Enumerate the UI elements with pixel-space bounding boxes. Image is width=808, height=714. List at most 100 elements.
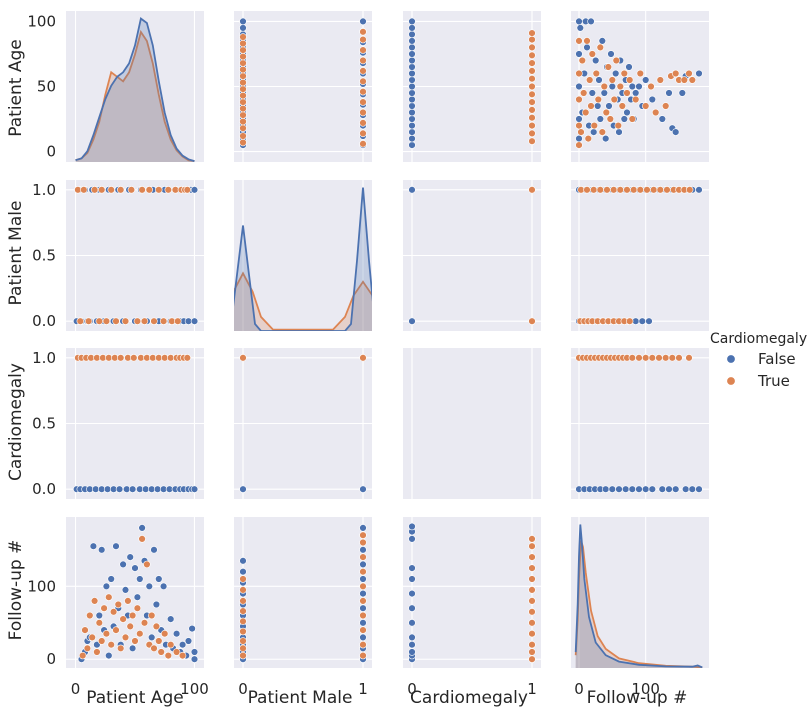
- scatter-point-true: [641, 102, 650, 110]
- y-tick-label: 0: [46, 650, 56, 668]
- scatter-point-false: [681, 485, 690, 493]
- scatter-point-true: [159, 317, 168, 325]
- scatter-point-false: [190, 485, 199, 493]
- scatter-point-true: [95, 619, 104, 627]
- scatter-point-false: [589, 128, 598, 136]
- scatter-point-false: [408, 317, 416, 325]
- scatter-point-true: [148, 611, 156, 620]
- scatter-point-true: [239, 586, 247, 594]
- scatter-point-false: [178, 640, 187, 649]
- scatter-point-true: [167, 640, 175, 649]
- scatter-point-false: [408, 564, 416, 572]
- scatter-point-true: [121, 317, 130, 325]
- scatter-point-true: [575, 37, 583, 45]
- scatter-point-true: [80, 186, 88, 194]
- scatter-point-false: [155, 575, 163, 583]
- scatter-point-true: [614, 121, 622, 130]
- scatter-point-true: [631, 95, 640, 104]
- kde-fill-true: [234, 273, 372, 331]
- scatter-point-false: [150, 546, 158, 554]
- scatter-point-true: [359, 354, 367, 362]
- scatter-point-true: [127, 186, 136, 194]
- scatter-point-true: [97, 186, 106, 194]
- scatter-point-true: [636, 69, 644, 78]
- scatter-point-false: [239, 567, 247, 576]
- scatter-point-false: [408, 17, 416, 26]
- scatter-point-true: [119, 615, 127, 623]
- y-tick-label: 0.0: [32, 480, 56, 498]
- x-tick-label: 1: [358, 680, 368, 698]
- scatter-point-false: [112, 542, 120, 550]
- y-tick-label: 0.5: [32, 247, 56, 265]
- scatter-point-true: [239, 72, 247, 80]
- scatter-point-true: [116, 644, 125, 652]
- scatter-point-true: [359, 597, 367, 605]
- legend-marker-true: [726, 376, 736, 386]
- scatter-point-true: [528, 535, 536, 543]
- y-tick-label: 50: [37, 78, 56, 96]
- scatter-point-false: [408, 69, 416, 78]
- scatter-point-true: [675, 354, 683, 362]
- scatter-point-true: [528, 67, 536, 75]
- scatter-point-true: [359, 640, 367, 649]
- scatter-point-true: [90, 597, 99, 605]
- scatter-point-false: [595, 76, 603, 84]
- scatter-point-true: [602, 108, 610, 117]
- scatter-point-true: [685, 354, 693, 362]
- scatter-point-true: [239, 91, 247, 100]
- scatter-point-true: [359, 582, 367, 590]
- scatter-point-true: [359, 651, 367, 660]
- panel-patient-male-vs-cardiomegaly: [403, 180, 541, 331]
- scatter-point-true: [528, 575, 536, 583]
- scatter-point-true: [528, 586, 536, 594]
- scatter-point-false: [133, 593, 142, 601]
- x-axis-label-patient-age: Patient Age: [86, 688, 183, 708]
- scatter-point-true: [581, 108, 590, 117]
- scatter-point-false: [188, 624, 196, 633]
- scatter-point-true: [628, 354, 636, 362]
- scatter-point-true: [239, 651, 247, 660]
- x-tick-label: 0: [71, 680, 81, 698]
- scatter-point-false: [623, 108, 631, 117]
- scatter-point-false: [359, 17, 367, 26]
- x-tick-label: 0: [574, 680, 584, 698]
- scatter-point-true: [625, 76, 634, 84]
- scatter-point-false: [239, 17, 247, 26]
- y-axis-label-patient-age: Patient Age: [6, 39, 26, 136]
- scatter-point-true: [661, 102, 670, 110]
- scatter-point-true: [598, 128, 606, 136]
- scatter-point-false: [408, 95, 416, 104]
- scatter-point-false: [671, 128, 680, 136]
- scatter-point-false: [89, 542, 98, 550]
- scatter-point-true: [620, 69, 628, 78]
- scatter-point-true: [359, 35, 367, 44]
- scatter-point-true: [95, 317, 104, 325]
- legend-marker-false: [726, 354, 736, 364]
- kde-fill-true: [575, 540, 703, 668]
- scatter-point-true: [359, 119, 367, 127]
- scatter-point-true: [359, 28, 367, 36]
- scatter-point-true: [138, 186, 146, 194]
- scatter-point-true: [121, 633, 130, 642]
- scatter-point-true: [647, 82, 655, 91]
- scatter-point-true: [578, 56, 586, 65]
- scatter-point-false: [408, 141, 416, 149]
- y-tick-label: 1.0: [32, 181, 56, 199]
- scatter-point-true: [86, 611, 94, 620]
- scatter-point-true: [183, 186, 192, 194]
- scatter-point-false: [641, 485, 650, 493]
- scatter-point-false: [121, 586, 130, 594]
- scatter-point-true: [583, 37, 591, 45]
- scatter-point-false: [172, 629, 181, 638]
- scatter-point-true: [575, 95, 583, 104]
- panel-background: [403, 348, 541, 499]
- scatter-point-true: [600, 82, 608, 91]
- kde-line-false: [574, 524, 703, 668]
- scatter-point-false: [184, 637, 193, 645]
- scatter-point-true: [239, 617, 247, 625]
- scatter-point-false: [359, 604, 367, 612]
- scatter-point-true: [172, 648, 181, 656]
- scatter-point-true: [359, 129, 367, 138]
- scatter-point-true: [588, 50, 596, 58]
- kde-fill-true: [75, 32, 195, 162]
